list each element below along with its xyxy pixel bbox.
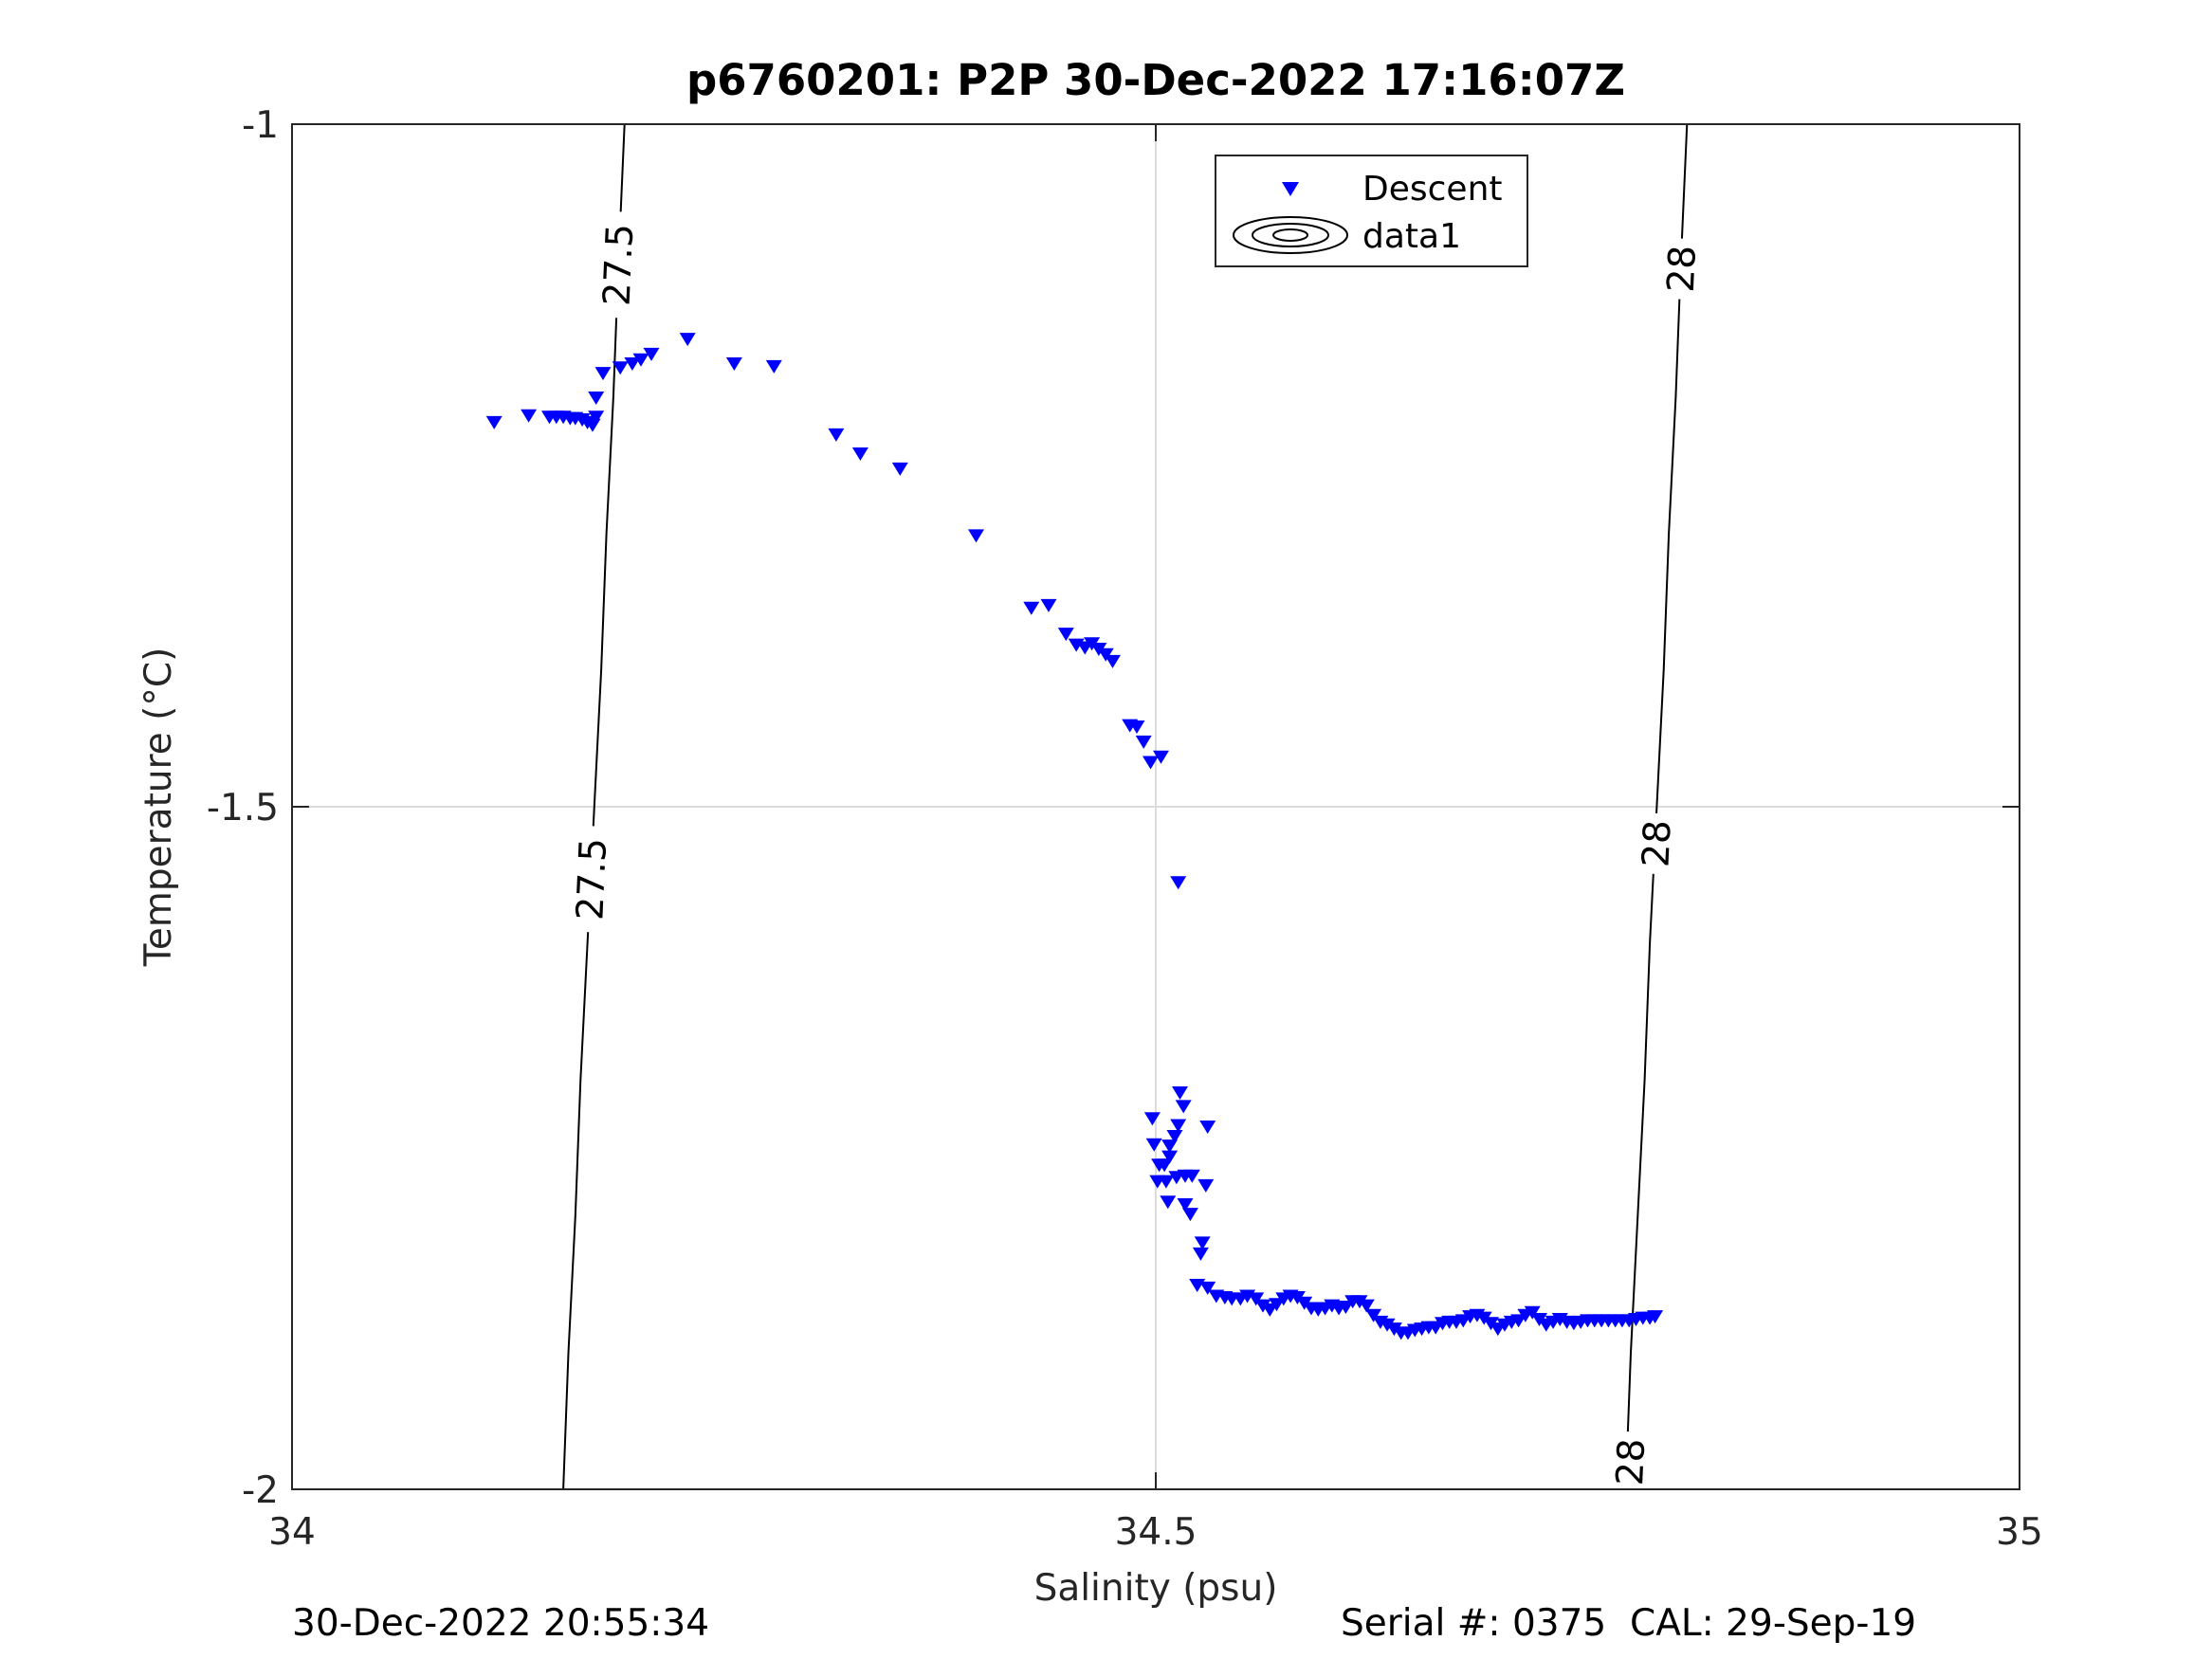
descent-data-point [1351,1295,1368,1309]
descent-data-point [891,462,908,476]
descent-data-point [1358,1299,1375,1313]
contour-label-text: 27.5 [569,837,615,921]
descent-data-point [632,353,649,367]
contour-label: 27.5 [567,825,615,934]
legend-box [1215,155,1528,267]
descent-data-point [588,392,605,405]
descent-data-point [588,410,605,425]
legend: Descent data1 [1215,155,1528,267]
descent-data-point [612,361,629,375]
y-tick-label: -1.5 [207,787,279,830]
chart-title: p6760201: P2P 30-Dec-2022 17:16:07Z [686,55,1625,105]
descent-data-point [485,415,503,429]
footer-timestamp: 30-Dec-2022 20:55:34 [292,1602,710,1645]
descent-data-point [1166,1130,1183,1143]
descent-data-point [679,333,696,347]
y-tick-label: -1 [242,104,279,147]
descent-data-point [1023,601,1040,615]
descent-data-point [1510,1314,1527,1328]
contour-label-text: 28 [1609,1437,1654,1486]
contour-label-bg [1658,237,1704,301]
contour-label: 28 [1658,237,1705,301]
descent-series [485,333,1664,1340]
descent-data-point [725,357,742,371]
descent-data-point [1524,1305,1541,1320]
descent-data-point [624,357,641,371]
x-tick-label: 34.5 [1115,1511,1197,1554]
descent-data-point [1181,1208,1198,1222]
contour-label: 27.5 [594,210,642,319]
descent-data-point [1177,1198,1194,1212]
contour-label-bg [594,210,641,319]
descent-data-point [1248,1292,1265,1306]
y-tick-label: -2 [242,1469,279,1512]
descent-data-point [851,447,868,461]
y-axis-label: Temperature (°C) [137,647,180,968]
descent-data-point [1105,654,1121,668]
descent-data-point [828,428,845,442]
x-axis-label: Salinity (psu) [1034,1567,1278,1610]
descent-data-point [1385,1322,1402,1337]
descent-data-point [1160,1195,1177,1210]
descent-data-point [1161,1139,1179,1154]
descent-data-point [1057,628,1074,642]
descent-data-point [1143,1112,1161,1126]
contour-label: 28 [1634,811,1680,875]
x-tick-label: 35 [1996,1511,2043,1554]
descent-data-point [1145,1138,1162,1152]
density-contour-line [562,123,626,1490]
descent-data-point [1097,647,1114,662]
legend-marker-descent [1282,182,1299,196]
descent-data-point [1199,1121,1216,1134]
density-contour-line [1624,123,1689,1490]
descent-data-point [1170,876,1187,890]
descent-data-point [1647,1310,1664,1324]
x-tick-label: 34 [268,1511,316,1554]
contour-label-bg [1634,811,1678,875]
descent-data-point [643,347,660,361]
legend-label-data1: data1 [1362,217,1461,256]
descent-data-point [1135,735,1152,749]
descent-data-point [1199,1281,1216,1295]
descent-data-point [1197,1178,1215,1193]
descent-data-point [594,367,612,381]
descent-data-point [1143,756,1159,770]
density-contours: 27.5 27.5 28 28 28 [562,123,1705,1494]
descent-data-point [1254,1299,1271,1313]
descent-data-point [1337,1301,1354,1314]
contour-label-text: 28 [1635,819,1679,868]
descent-data-point [1183,1169,1200,1183]
descent-data-point [1040,598,1057,612]
descent-data-point [1172,1086,1188,1100]
descent-data-point [1269,1298,1285,1312]
descent-data-point [1379,1318,1396,1332]
descent-data-point [1192,1247,1209,1261]
contour-label-bg [1607,1431,1653,1494]
legend-label-descent: Descent [1362,170,1503,209]
contour-label-text: 28 [1660,245,1705,294]
contour-label-bg [567,825,614,934]
descent-data-point [1158,1175,1175,1189]
descent-data-point [1153,750,1169,764]
footer-serial-cal: Serial #: 0375 CAL: 29-Sep-19 [1341,1602,1917,1645]
descent-data-point [968,529,984,543]
contour-label: 28 [1607,1431,1654,1494]
descent-data-point [1365,1308,1382,1322]
descent-data-point [1170,1119,1187,1133]
descent-data-point [1194,1236,1211,1250]
legend-contour-icon [1233,216,1348,254]
descent-data-point [1261,1303,1278,1317]
contour-label-text: 27.5 [595,223,642,307]
descent-data-point [1175,1100,1192,1114]
descent-data-point [765,359,782,374]
descent-data-point [1161,1150,1179,1164]
descent-data-point [1128,720,1145,734]
descent-data-point [521,409,538,423]
descent-data-point [1156,1158,1173,1173]
axis-ticks: 34 34.5 35 -2 -1.5 -1 [207,104,2043,1554]
